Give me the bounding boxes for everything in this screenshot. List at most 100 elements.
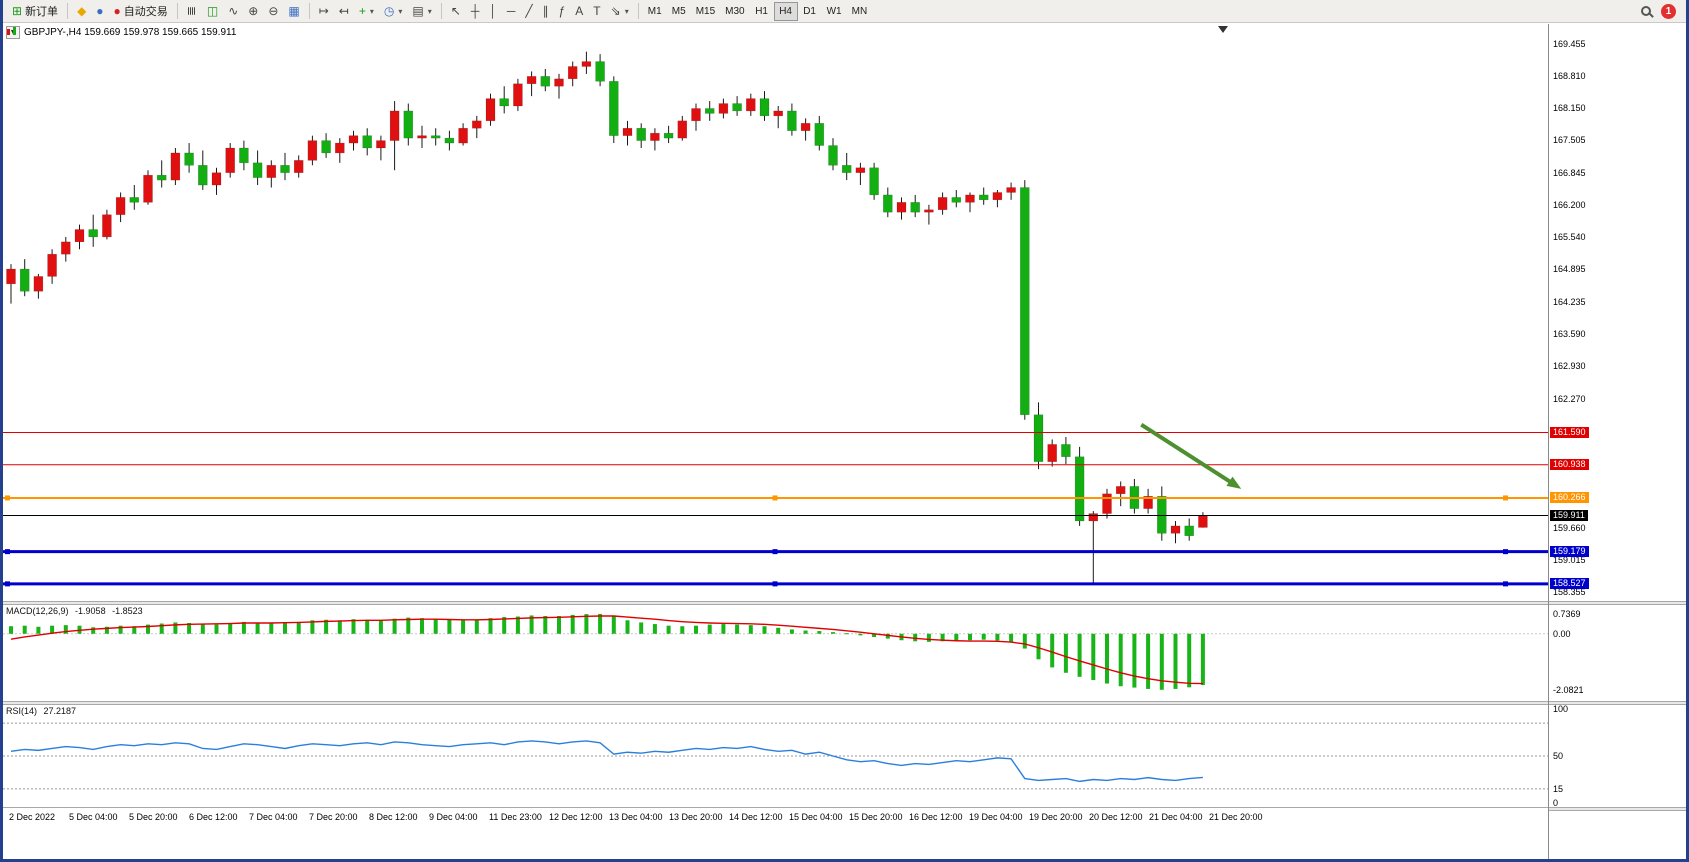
timeframe-M30[interactable]: M30 — [720, 2, 749, 21]
price-level-badge: 159.179 — [1550, 546, 1589, 558]
rsi-axis-label: 15 — [1553, 783, 1564, 794]
price-tick: 165.540 — [1553, 232, 1586, 243]
zoom-in-icon: ⊕ — [248, 4, 259, 18]
line-chart-icon: ∿ — [228, 4, 239, 18]
price-axis[interactable]: 169.455 168.810 168.150 167.505 166.845 166.2… — [1548, 24, 1686, 859]
templates-button[interactable]: ▤ ▾ — [407, 2, 436, 21]
auto-trading-button[interactable]: ● 自动交易 — [109, 2, 173, 21]
time-label: 2 Dec 2022 — [9, 812, 56, 822]
timeframe-D1[interactable]: D1 — [798, 2, 822, 21]
price-tick: 162.930 — [1553, 361, 1586, 372]
fibonacci-icon: ƒ — [558, 4, 566, 18]
label-icon: T — [593, 4, 601, 18]
mql-community-button[interactable]: ◆ — [72, 2, 91, 21]
indicators-add-icon: + — [358, 4, 366, 18]
price-tick: 159.660 — [1553, 522, 1586, 533]
chart-shift-marker[interactable] — [1218, 26, 1228, 33]
bar-chart-icon: ≣ — [184, 5, 199, 17]
channel-icon: ∥ — [542, 4, 549, 18]
current-price-badge: 159.911 — [1550, 509, 1588, 521]
time-label: 11 Dec 23:00 — [489, 812, 542, 822]
market-watch-button[interactable]: ● — [91, 2, 108, 21]
timeframe-M5[interactable]: M5 — [667, 2, 691, 21]
rsi-axis-label: 0 — [1553, 798, 1559, 808]
time-label: 14 Dec 12:00 — [729, 812, 783, 822]
chart-workspace: ▼ GBPJPY-,H4 159.669 159.978 159.665 159… — [3, 24, 1686, 859]
time-label: 5 Dec 04:00 — [69, 812, 118, 822]
macd-main-value: -1.9058 — [75, 606, 106, 616]
candlestick-chart-button[interactable]: ◫ — [202, 2, 223, 21]
arrows-icon: ⇘ — [610, 4, 621, 18]
chart-shift-button[interactable]: ↤ — [334, 2, 354, 21]
panel-splitter[interactable] — [3, 701, 1548, 705]
time-label: 5 Dec 20:00 — [129, 812, 178, 822]
periods-button[interactable]: ◷ ▾ — [379, 2, 408, 21]
time-label: 13 Dec 04:00 — [609, 812, 663, 822]
time-label: 15 Dec 20:00 — [849, 812, 903, 822]
price-tick: 163.590 — [1553, 328, 1586, 339]
time-label: 6 Dec 12:00 — [189, 812, 238, 822]
tile-windows-icon: ▦ — [288, 4, 300, 18]
notification-badge[interactable]: 1 — [1661, 3, 1676, 19]
rsi-plot — [3, 722, 1548, 790]
timeframe-MN[interactable]: MN — [847, 2, 873, 21]
indicators-button[interactable]: + ▾ — [354, 2, 379, 21]
time-label: 8 Dec 12:00 — [369, 812, 418, 822]
timeframe-group: M1 M5 M15 M30 H1 H4 D1 W1 MN — [643, 1, 873, 21]
cursor-icon: ↖ — [450, 4, 461, 18]
chart-shift-icon: ↤ — [338, 4, 349, 18]
vertical-line-icon: │ — [489, 4, 497, 18]
chart-title: GBPJPY-,H4 159.669 159.978 159.665 159.9… — [24, 27, 237, 38]
macd-axis-label: 0.00 — [1553, 628, 1571, 639]
macd-pane[interactable]: MACD(12,26,9) -1.9058 -1.8523 — [3, 605, 1548, 701]
bar-chart-button[interactable]: ≣ — [182, 2, 202, 21]
price-tick: 164.895 — [1553, 264, 1586, 275]
new-order-button[interactable]: ⊞ 新订单 — [7, 2, 63, 21]
chevron-down-icon: ▾ — [398, 6, 403, 16]
panel-splitter[interactable] — [3, 601, 1548, 605]
timeframe-M15[interactable]: M15 — [691, 2, 720, 21]
time-label: 9 Dec 04:00 — [429, 812, 478, 822]
timeframe-W1[interactable]: W1 — [822, 2, 847, 21]
time-axis[interactable]: 2 Dec 2022 5 Dec 04:00 5 Dec 20:00 6 Dec 12… — [3, 807, 1548, 859]
vertical-line-tool-button[interactable]: │ — [484, 2, 502, 21]
search-icon[interactable] — [1641, 6, 1651, 16]
fibonacci-tool-button[interactable]: ƒ — [554, 2, 571, 21]
zoom-out-button[interactable]: ⊖ — [263, 2, 283, 21]
chevron-down-icon: ▾ — [369, 6, 374, 16]
timeframe-H1[interactable]: H1 — [750, 2, 774, 21]
market-icon: ● — [96, 4, 104, 18]
price-tick: 159.015 — [1553, 554, 1586, 565]
horizontal-line-tool-button[interactable]: ─ — [502, 2, 521, 21]
time-label: 19 Dec 04:00 — [969, 812, 1023, 822]
tile-windows-button[interactable]: ▦ — [283, 2, 304, 21]
arrows-tool-button[interactable]: ⇘ ▾ — [606, 2, 634, 21]
auto-scroll-button[interactable]: ↦ — [314, 2, 334, 21]
time-label: 19 Dec 20:00 — [1029, 812, 1083, 822]
text-tool-button[interactable]: A — [570, 2, 588, 21]
macd-signal-value: -1.8523 — [112, 606, 143, 616]
toolbar-separator — [67, 3, 69, 19]
macd-axis-label: 0.7369 — [1553, 608, 1581, 619]
line-chart-button[interactable]: ∿ — [223, 2, 243, 21]
label-tool-button[interactable]: T — [588, 2, 605, 21]
crosshair-icon: ┼ — [470, 4, 480, 18]
crosshair-tool-button[interactable]: ┼ — [466, 2, 485, 21]
candlestick-plot — [3, 51, 1548, 587]
zoom-in-button[interactable]: ⊕ — [243, 2, 263, 21]
time-label: 13 Dec 20:00 — [669, 812, 723, 822]
channel-tool-button[interactable]: ∥ — [538, 2, 554, 21]
trend-arrow — [1140, 422, 1242, 489]
macd-plot — [3, 613, 1548, 690]
macd-histogram — [9, 613, 1205, 690]
timeframe-M1[interactable]: M1 — [643, 2, 667, 21]
toolbar-separator — [440, 3, 442, 19]
candles — [6, 51, 1208, 583]
trendline-tool-button[interactable]: ╱ — [520, 2, 537, 21]
rsi-pane[interactable]: RSI(14) 27.2187 — [3, 705, 1548, 807]
cursor-tool-button[interactable]: ↖ — [446, 2, 466, 21]
main-chart-pane[interactable]: ▼ GBPJPY-,H4 159.669 159.978 159.665 159… — [3, 24, 1548, 601]
timeframe-H4[interactable]: H4 — [773, 1, 798, 21]
macd-axis-label: -2.0821 — [1553, 684, 1584, 695]
horizontal-line-icon: ─ — [506, 4, 516, 18]
